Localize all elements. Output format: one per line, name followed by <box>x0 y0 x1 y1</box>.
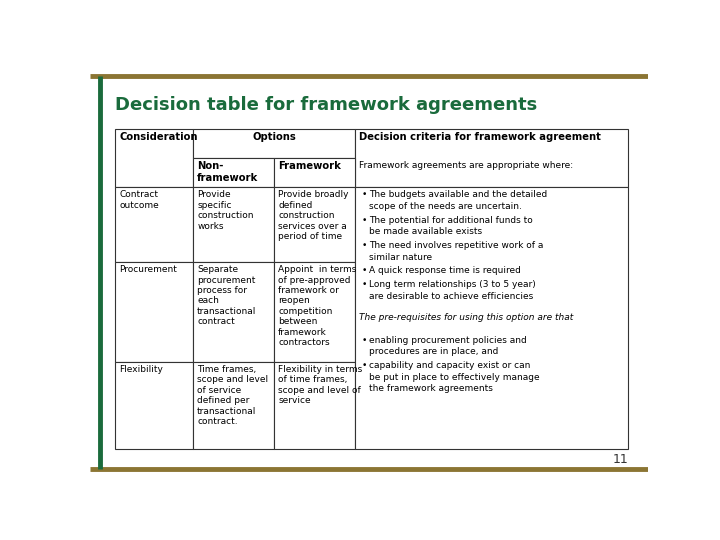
Bar <box>274 362 355 449</box>
Text: •: • <box>361 266 367 275</box>
Text: Contract
outcome: Contract outcome <box>119 191 159 210</box>
Text: Framework: Framework <box>278 161 341 171</box>
Text: Appoint  in terms
of pre-approved
framework or
reopen
competition
between
framew: Appoint in terms of pre-approved framewo… <box>278 265 356 347</box>
Text: Options: Options <box>252 132 296 142</box>
Bar <box>274 187 355 262</box>
Text: Long term relationships (3 to 5 year): Long term relationships (3 to 5 year) <box>369 280 536 289</box>
Text: Non-
framework: Non- framework <box>197 161 258 183</box>
Text: •: • <box>361 361 367 370</box>
Text: are desirable to achieve efficiencies: are desirable to achieve efficiencies <box>369 292 534 301</box>
Bar <box>274 262 355 362</box>
Text: Consideration: Consideration <box>119 132 197 142</box>
Bar <box>115 187 193 262</box>
Text: be put in place to effectively manage: be put in place to effectively manage <box>369 373 539 382</box>
Text: The budgets available and the detailed: The budgets available and the detailed <box>369 191 547 199</box>
Text: Procurement: Procurement <box>119 265 177 274</box>
Bar <box>355 129 629 187</box>
Text: Framework agreements are appropriate where:: Framework agreements are appropriate whe… <box>359 161 573 170</box>
Text: Separate
procurement
process for
each
transactional
contract: Separate procurement process for each tr… <box>197 265 256 326</box>
Text: The need involves repetitive work of a: The need involves repetitive work of a <box>369 241 544 250</box>
Bar <box>193 187 274 262</box>
Text: Provide broadly
defined
construction
services over a
period of time: Provide broadly defined construction ser… <box>278 191 348 241</box>
Text: The pre-requisites for using this option are that: The pre-requisites for using this option… <box>359 313 573 322</box>
Text: Decision criteria for framework agreement: Decision criteria for framework agreemen… <box>359 132 600 142</box>
Bar <box>355 187 629 449</box>
Text: the framework agreements: the framework agreements <box>369 384 493 393</box>
Text: •: • <box>361 336 367 345</box>
Text: •: • <box>361 216 367 225</box>
Text: Flexibility in terms
of time frames,
scope and level of
service: Flexibility in terms of time frames, sco… <box>278 365 362 405</box>
Text: capability and capacity exist or can: capability and capacity exist or can <box>369 361 531 370</box>
Text: A quick response time is required: A quick response time is required <box>369 266 521 275</box>
Bar <box>193 262 274 362</box>
Bar <box>193 129 355 158</box>
Text: procedures are in place, and: procedures are in place, and <box>369 347 498 356</box>
Text: 11: 11 <box>613 453 629 466</box>
Bar <box>193 362 274 449</box>
Text: The potential for additional funds to: The potential for additional funds to <box>369 216 533 225</box>
Text: •: • <box>361 280 367 289</box>
Text: Decision table for framework agreements: Decision table for framework agreements <box>115 96 537 114</box>
Bar <box>193 158 274 187</box>
Bar <box>115 262 193 362</box>
Text: similar nature: similar nature <box>369 253 432 262</box>
Bar <box>115 362 193 449</box>
Text: be made available exists: be made available exists <box>369 227 482 237</box>
Bar <box>115 129 193 187</box>
Text: Flexibility: Flexibility <box>119 365 163 374</box>
Text: Time frames,
scope and level
of service
defined per
transactional
contract.: Time frames, scope and level of service … <box>197 365 269 426</box>
Text: enabling procurement policies and: enabling procurement policies and <box>369 336 527 345</box>
Text: scope of the needs are uncertain.: scope of the needs are uncertain. <box>369 202 522 211</box>
Text: •: • <box>361 191 367 199</box>
Text: •: • <box>361 241 367 250</box>
Bar <box>274 158 355 187</box>
Text: Provide
specific
construction
works: Provide specific construction works <box>197 191 253 231</box>
